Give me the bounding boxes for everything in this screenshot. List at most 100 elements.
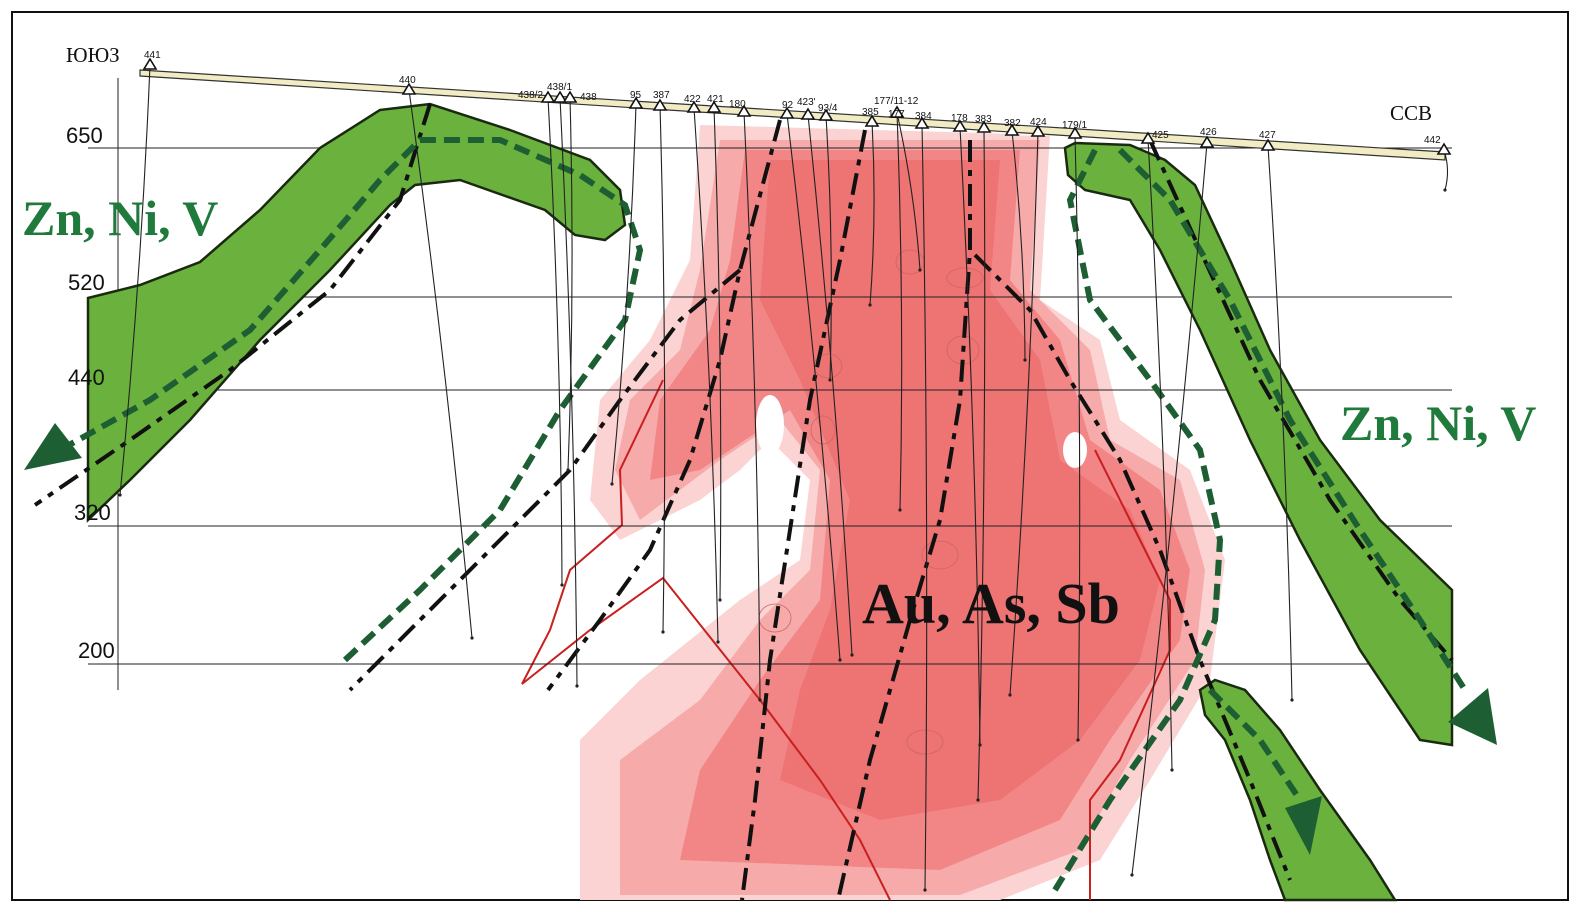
elevation-label: 520 bbox=[68, 270, 105, 295]
drill-bottom bbox=[918, 268, 922, 272]
drill-trace bbox=[1009, 131, 1039, 696]
borehole-label: 442 bbox=[1424, 135, 1441, 146]
borehole-marker bbox=[1199, 135, 1215, 148]
green-zone bbox=[86, 102, 1454, 902]
borehole-marker bbox=[552, 90, 568, 103]
direction-label: ССВ bbox=[1390, 101, 1432, 125]
drill-trace bbox=[825, 115, 832, 381]
borehole-marker bbox=[736, 104, 752, 117]
borehole-marker bbox=[1067, 126, 1083, 139]
drill-bottom bbox=[923, 888, 927, 892]
borehole-marker bbox=[562, 90, 578, 103]
arrows bbox=[24, 423, 1497, 855]
borehole-label: 427 bbox=[1259, 130, 1276, 141]
borehole-label: 438 bbox=[580, 92, 597, 103]
borehole-marker bbox=[1030, 124, 1046, 137]
drill-bottom bbox=[898, 508, 902, 512]
borehole-marker bbox=[818, 108, 834, 121]
borehole-label: 92 bbox=[782, 100, 794, 111]
trend-lines bbox=[58, 137, 1468, 892]
zone-label: Zn, Ni, V bbox=[22, 190, 218, 246]
drill-bottom bbox=[718, 598, 722, 602]
drill-trace bbox=[693, 107, 719, 643]
drill-bottom bbox=[560, 583, 564, 587]
borehole-label: 438/1 bbox=[547, 82, 572, 93]
borehole-label: 177 bbox=[888, 109, 905, 120]
drill-bottom bbox=[1443, 188, 1447, 192]
drill-bottom bbox=[1290, 698, 1294, 702]
borehole-marker bbox=[540, 90, 556, 103]
borehole-label: 179/1 bbox=[1062, 120, 1087, 131]
borehole-marker bbox=[706, 100, 722, 113]
drill-trace bbox=[1147, 138, 1173, 771]
drill-trace bbox=[977, 127, 986, 801]
borehole-marker bbox=[142, 57, 158, 70]
drill-bottom bbox=[976, 798, 980, 802]
borehole-label: 93/4 bbox=[818, 103, 838, 114]
elevation-label: 650 bbox=[66, 123, 103, 148]
elevation-label: 440 bbox=[68, 365, 105, 390]
drill-bottom bbox=[118, 493, 122, 497]
borehole-label: 424 bbox=[1030, 117, 1047, 128]
drill-bottom bbox=[1130, 873, 1134, 877]
drill-trace bbox=[1131, 142, 1208, 876]
drill-bottom bbox=[575, 684, 579, 688]
borehole-label: 426 bbox=[1200, 127, 1217, 138]
drill-trace bbox=[408, 89, 473, 639]
borehole-marker bbox=[976, 120, 992, 133]
drill-trace bbox=[921, 123, 928, 891]
boreholes: 441 440 438/2 438/1 438 95 387 422 421 180 92 423'9… bbox=[118, 50, 1452, 892]
drill-trace bbox=[1011, 130, 1026, 361]
borehole-marker bbox=[889, 105, 905, 118]
drill-trace bbox=[559, 97, 578, 687]
drill-bottom bbox=[661, 630, 665, 634]
borehole-marker bbox=[952, 119, 968, 132]
zone-label: Au, As, Sb bbox=[862, 571, 1120, 636]
borehole-marker bbox=[401, 82, 417, 95]
drill-trace bbox=[1267, 145, 1293, 701]
borehole-marker bbox=[686, 100, 702, 113]
drill-bottom bbox=[566, 468, 570, 472]
drill-trace bbox=[1074, 133, 1081, 741]
elevation-label: 200 bbox=[78, 638, 115, 663]
borehole-marker bbox=[652, 98, 668, 111]
zone-label: Zn, Ni, V bbox=[1340, 395, 1536, 451]
drill-trace bbox=[743, 111, 761, 701]
drill-trace bbox=[786, 113, 841, 661]
borehole-label: 177/11-12 bbox=[874, 96, 919, 107]
borehole-label: 438/2 bbox=[518, 90, 543, 101]
borehole-marker bbox=[628, 96, 644, 109]
borehole-marker bbox=[1140, 131, 1156, 144]
drill-trace bbox=[896, 112, 921, 271]
borehole-label: 95 bbox=[630, 90, 642, 101]
drill-bottom bbox=[1076, 738, 1080, 742]
borehole-marker bbox=[914, 116, 930, 129]
drill-bottom bbox=[838, 658, 842, 662]
drill-bottom bbox=[610, 482, 614, 486]
drill-bottom bbox=[828, 378, 832, 382]
drill-bottom bbox=[1170, 768, 1174, 772]
drill-trace bbox=[567, 97, 573, 471]
drill-trace bbox=[713, 107, 722, 601]
drill-bottom bbox=[1008, 693, 1012, 697]
drill-trace bbox=[611, 103, 637, 485]
drill-trace bbox=[119, 64, 151, 496]
borehole-label: 180 bbox=[729, 99, 746, 110]
direction-label: ЮЮЗ bbox=[66, 43, 120, 67]
drill-bottom bbox=[868, 303, 872, 307]
borehole-marker bbox=[864, 114, 880, 127]
borehole-label: 423' bbox=[797, 97, 816, 108]
elevation-label: 320 bbox=[74, 500, 111, 525]
borehole-label: 382 bbox=[1004, 118, 1021, 129]
borehole-marker bbox=[1004, 123, 1020, 136]
borehole-marker bbox=[779, 106, 795, 119]
borehole-label: 178 bbox=[951, 113, 968, 124]
borehole-marker bbox=[1260, 138, 1276, 151]
drill-trace bbox=[659, 105, 666, 633]
drill-trace bbox=[807, 114, 853, 656]
borehole-label: 422 bbox=[684, 94, 701, 105]
borehole-label: 384 bbox=[915, 111, 932, 122]
drill-trace bbox=[896, 112, 903, 511]
drill-trace bbox=[547, 97, 563, 586]
borehole-label: 421 bbox=[707, 94, 724, 105]
